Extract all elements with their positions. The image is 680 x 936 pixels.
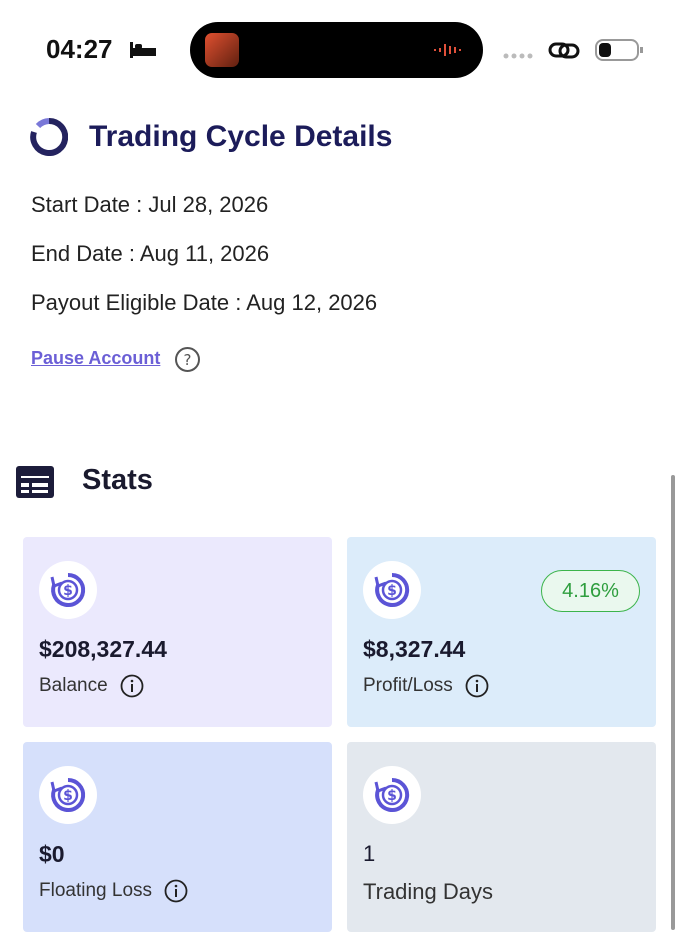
- info-icon[interactable]: [120, 674, 144, 698]
- icon-circle: $: [363, 561, 421, 619]
- stat-label-row: Balance: [39, 674, 144, 698]
- dynamic-island: [190, 22, 483, 78]
- stat-value: $208,327.44: [39, 636, 167, 662]
- stat-card: $ $208,327.44 Balance: [23, 537, 332, 727]
- scrollbar: [671, 475, 675, 930]
- detail-line: Start Date : Jul 28, 2026: [31, 192, 269, 217]
- stat-label: Profit/Loss: [363, 675, 453, 696]
- stat-card: $ $8,327.44 Profit/Loss 4.16%: [347, 537, 656, 727]
- icon-circle: $: [39, 766, 97, 824]
- help-icon[interactable]: ?: [174, 346, 201, 373]
- app-icon: [205, 33, 239, 67]
- info-icon[interactable]: [164, 879, 188, 903]
- status-time: 04:27: [46, 34, 113, 64]
- dollar-icon: $: [374, 777, 410, 812]
- stat-card: $1 Trading Days: [347, 742, 656, 932]
- icon-circle: $: [39, 561, 97, 619]
- dollar-icon: $: [50, 777, 86, 812]
- stats-icon: [16, 466, 54, 498]
- stats-title: Stats: [82, 464, 153, 496]
- stat-card: $ $0 Floating Loss: [23, 742, 332, 932]
- svg-text:$: $: [387, 583, 397, 599]
- svg-text:$: $: [63, 788, 73, 804]
- detail-line: Payout Eligible Date : Aug 12, 2026: [31, 290, 378, 315]
- svg-text:$: $: [387, 788, 397, 804]
- detail-line: End Date : Aug 11, 2026: [31, 241, 270, 266]
- info-icon[interactable]: [465, 674, 489, 698]
- dollar-icon: $: [50, 572, 86, 607]
- dollar-icon: $: [374, 572, 410, 607]
- stat-label: Trading Days: [363, 879, 494, 904]
- percent-badge: 4.16%: [541, 570, 640, 612]
- stat-value: $8,327.44: [363, 636, 466, 662]
- stat-label-row: Floating Loss: [39, 879, 188, 903]
- sleep-icon: [130, 42, 156, 58]
- stat-label-row: Profit/Loss: [363, 674, 489, 698]
- stat-label: Floating Loss: [39, 880, 153, 901]
- status-icons: [503, 39, 643, 61]
- pause-link[interactable]: Pause Account: [31, 348, 161, 368]
- stat-label-row: Trading Days: [363, 879, 493, 905]
- stat-label: Balance: [39, 675, 108, 696]
- cycle-icon: [30, 118, 68, 156]
- waveform: [434, 44, 461, 56]
- section-title: Trading Cycle Details: [89, 120, 393, 153]
- stat-value: 1: [363, 841, 376, 866]
- svg-text:?: ?: [184, 351, 192, 369]
- stat-value: $0: [39, 841, 65, 867]
- svg-text:$: $: [63, 583, 73, 599]
- icon-circle: $: [363, 766, 421, 824]
